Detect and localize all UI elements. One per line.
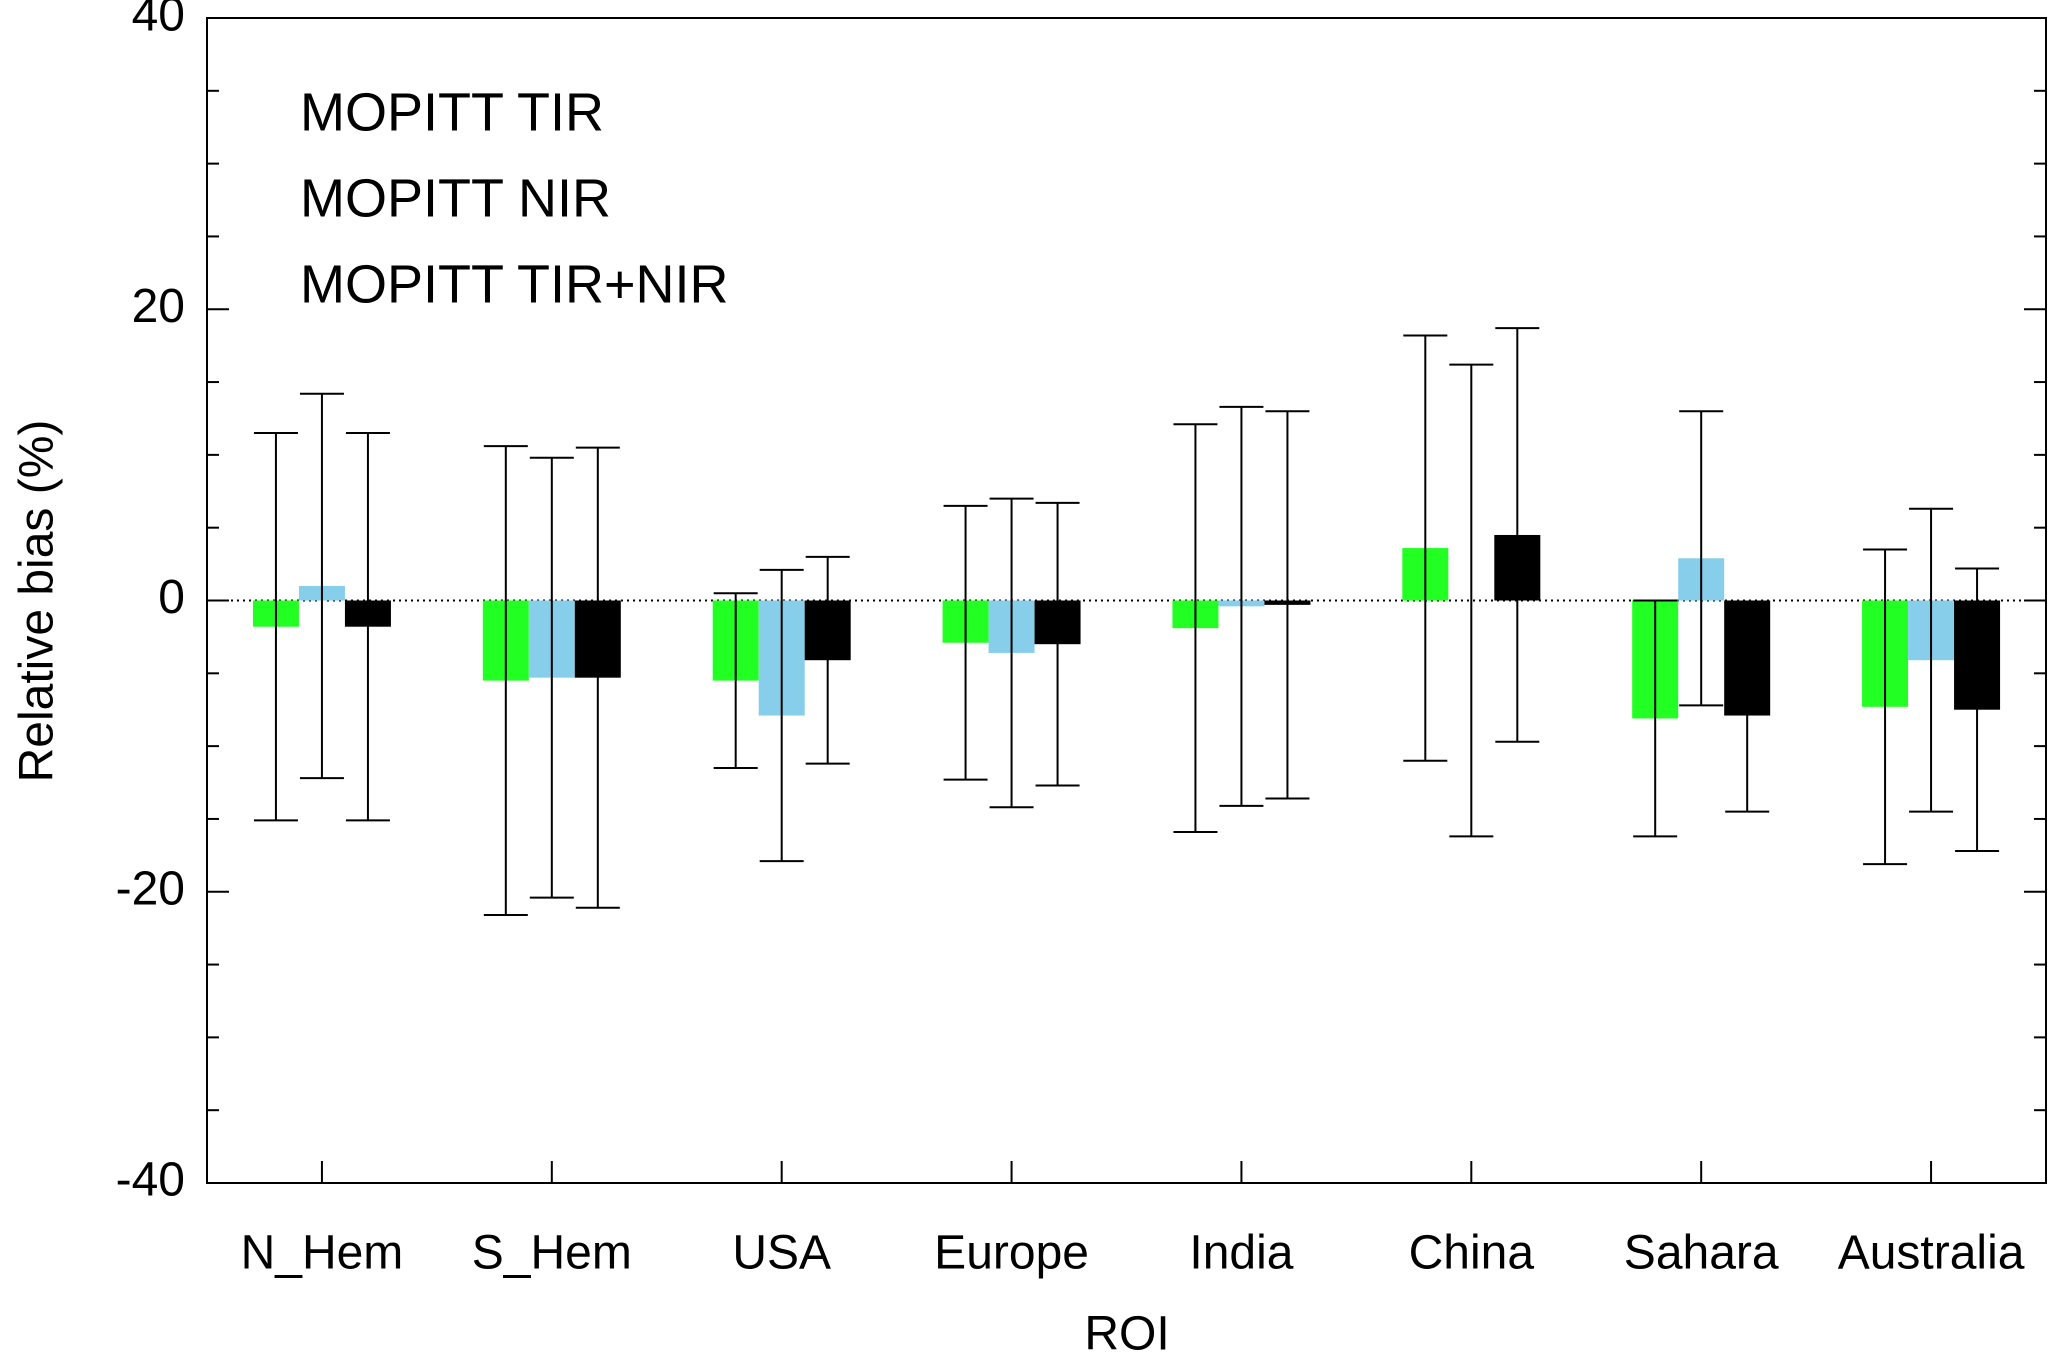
- error-bar: [253, 432, 298, 822]
- error-bar: [1403, 334, 1448, 762]
- error-bar: [1955, 567, 2000, 852]
- x-tick-label: Sahara: [1624, 1227, 1779, 1280]
- y-axis-label: Relative bias (%): [11, 420, 64, 783]
- x-tick-label: Europe: [934, 1227, 1089, 1280]
- x-tick-label: India: [1189, 1227, 1293, 1280]
- x-tick-label: China: [1409, 1227, 1535, 1280]
- error-bar: [1219, 405, 1264, 807]
- y-tick-label: 0: [158, 571, 185, 624]
- error-bar: [1863, 548, 1908, 866]
- y-tick-label: 20: [132, 280, 185, 333]
- x-tick-label: N_Hem: [241, 1227, 404, 1280]
- error-bar: [345, 432, 390, 822]
- legend-label: MOPITT TIR+NIR: [300, 254, 729, 314]
- error-bar: [805, 555, 850, 765]
- error-bar: [529, 456, 574, 899]
- error-bar: [483, 445, 528, 917]
- x-axis-label: ROI: [1084, 1308, 1169, 1361]
- error-bar: [1035, 501, 1080, 787]
- error-bar: [1173, 423, 1218, 834]
- plot-frame: [206, 17, 2047, 1184]
- error-bar: [299, 392, 344, 780]
- legend-label: MOPITT NIR: [300, 168, 611, 228]
- error-bar: [575, 446, 620, 909]
- error-bar: [1633, 599, 1678, 838]
- error-bar: [1495, 327, 1540, 743]
- error-bar: [943, 504, 988, 781]
- y-tick-label: -20: [116, 862, 185, 915]
- error-bar: [989, 497, 1034, 809]
- x-tick-label: S_Hem: [472, 1227, 632, 1280]
- error-bar: [1265, 410, 1310, 800]
- y-tick-label: -40: [116, 1154, 185, 1207]
- y-tick-label: 40: [132, 0, 185, 42]
- x-tick-label: USA: [732, 1227, 831, 1280]
- legend-label: MOPITT TIR: [300, 82, 604, 142]
- error-bar: [1449, 363, 1494, 838]
- error-bar: [1725, 618, 1770, 813]
- error-bar: [1679, 410, 1724, 707]
- error-bar: [713, 592, 758, 769]
- error-bar: [1909, 507, 1954, 813]
- error-bar: [759, 568, 804, 863]
- x-tick-label: Australia: [1838, 1227, 2025, 1280]
